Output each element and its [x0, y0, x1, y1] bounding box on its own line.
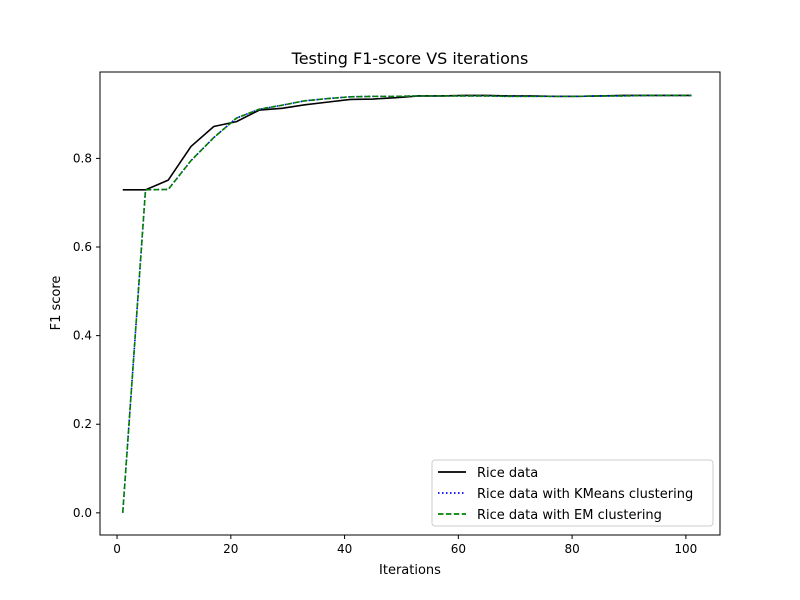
y-tick-label: 0.8 [73, 151, 92, 165]
x-tick-label: 20 [223, 542, 238, 556]
x-axis-label: Iterations [379, 563, 441, 578]
x-tick-label: 60 [451, 542, 466, 556]
chart-title: Testing F1-score VS iterations [291, 49, 529, 68]
series-layer [121, 94, 692, 513]
legend-label-0: Rice data [477, 466, 538, 481]
y-axis-label: F1 score [49, 276, 64, 331]
legend-box [431, 459, 714, 527]
y-tick-label: 0.2 [73, 417, 92, 431]
x-tick-label: 40 [337, 542, 352, 556]
x-tick-label: 80 [564, 542, 579, 556]
x-tick-label: 0 [113, 542, 121, 556]
y-tick-label: 0.6 [73, 240, 92, 254]
series-line-2 [121, 94, 692, 513]
y-tick-label: 0.4 [73, 329, 92, 343]
x-tick-label: 100 [674, 542, 697, 556]
legend: Rice data Rice data with KMeans clusterin… [431, 459, 714, 527]
plot-frame [99, 71, 721, 536]
legend-label-1: Rice data with KMeans clustering [477, 487, 693, 502]
legend-label-2: Rice data with EM clustering [477, 508, 662, 523]
ticks-layer: 0 20 40 60 80 100 0.0 0.2 0.4 0.6 0.8 [73, 151, 697, 556]
y-tick-label: 0.0 [73, 506, 92, 520]
